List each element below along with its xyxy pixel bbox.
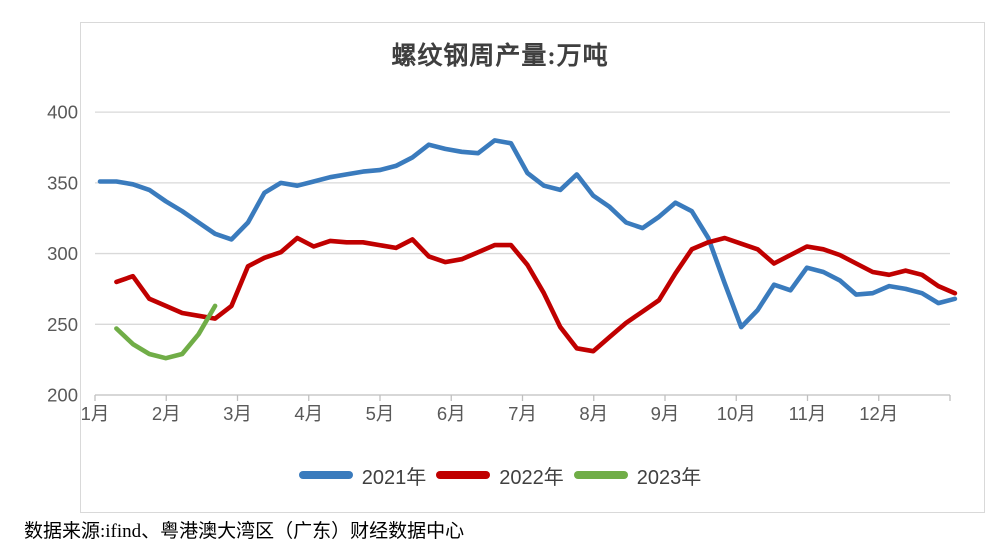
svg-text:400: 400 <box>47 102 78 123</box>
legend-swatch-2022-line <box>436 471 491 479</box>
legend-item-2022: 2022年 <box>436 461 564 490</box>
legend-label-2021: 2021年 <box>361 466 427 489</box>
svg-text:200: 200 <box>47 385 78 406</box>
legend-item-2023: 2023年 <box>573 461 702 490</box>
svg-text:3月: 3月 <box>223 403 252 424</box>
svg-text:4月: 4月 <box>294 403 323 424</box>
legend-label-2022: 2022年 <box>499 466 564 489</box>
legend-item-2021: 2021年 <box>298 461 427 490</box>
svg-text:300: 300 <box>47 243 78 264</box>
svg-text:9月: 9月 <box>651 403 680 424</box>
legend-label-2023: 2023年 <box>636 466 702 489</box>
chart-title: 螺纹钢周产量:万吨 <box>391 43 609 70</box>
svg-text:250: 250 <box>47 314 78 335</box>
legend-swatch-2023-line <box>573 471 628 479</box>
source-note: 数据来源:ifind、粤港澳大湾区（广东）财经数据中心 <box>24 521 465 542</box>
svg-text:7月: 7月 <box>508 403 537 424</box>
svg-text:5月: 5月 <box>366 403 395 424</box>
svg-text:12月: 12月 <box>859 403 898 424</box>
chart-figure <box>80 22 985 513</box>
svg-text:8月: 8月 <box>579 403 608 424</box>
svg-text:2月: 2月 <box>152 403 181 424</box>
svg-text:1月: 1月 <box>81 403 110 424</box>
svg-text:11月: 11月 <box>789 403 827 424</box>
svg-text:10月: 10月 <box>717 403 756 424</box>
svg-text:350: 350 <box>47 172 78 193</box>
legend-swatch-2021-line <box>298 471 353 479</box>
legend: 2021年 2022年 2023年 <box>0 459 1000 491</box>
svg-text:6月: 6月 <box>437 403 466 424</box>
